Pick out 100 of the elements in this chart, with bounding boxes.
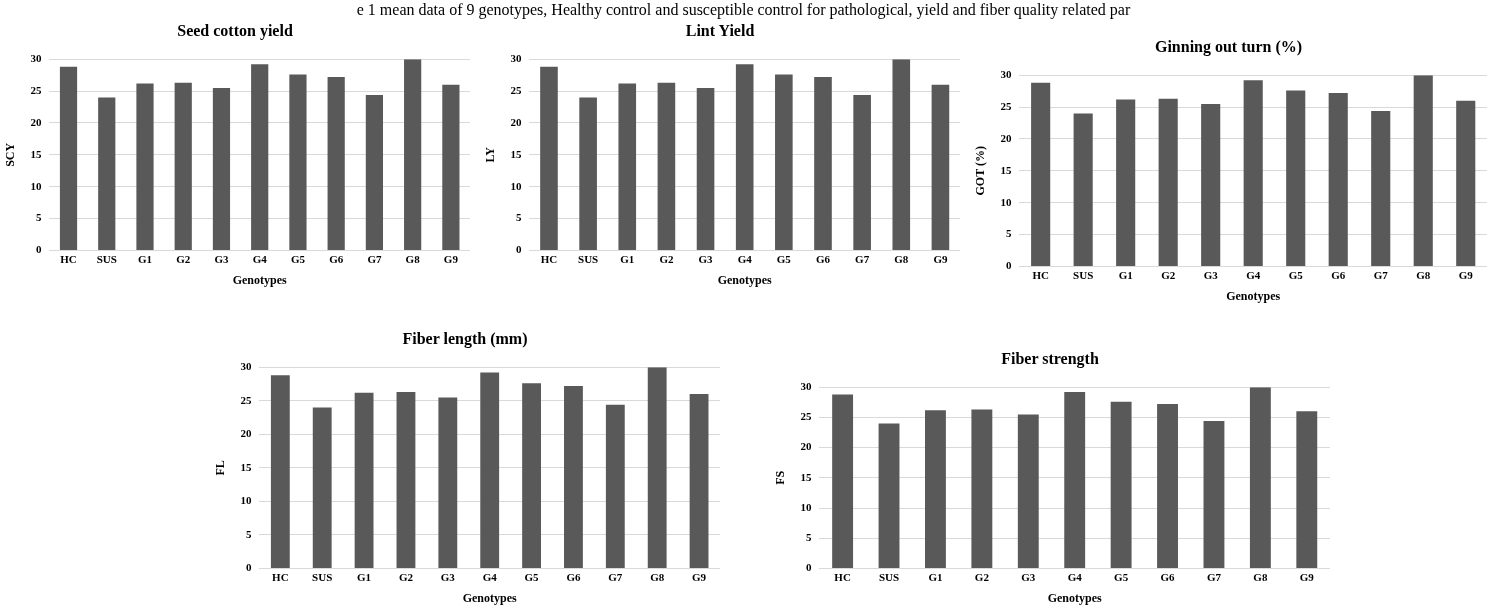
bar bbox=[1456, 100, 1476, 266]
x-tick-label: G3 bbox=[440, 570, 456, 583]
x-tick-label: G4 bbox=[737, 252, 753, 265]
x-tick-label: G6 bbox=[1160, 570, 1176, 583]
x-axis-title: Genotypes bbox=[1226, 288, 1281, 303]
y-tick-label: 0 bbox=[35, 243, 42, 256]
x-tick-label: G4 bbox=[482, 570, 498, 583]
bar bbox=[1328, 93, 1348, 266]
bar bbox=[404, 59, 422, 250]
x-tick-label: G7 bbox=[367, 252, 382, 265]
x-tick-label: G9 bbox=[1458, 268, 1474, 281]
y-tick-label: 30 bbox=[510, 52, 522, 65]
x-tick-label: G5 bbox=[1114, 570, 1129, 583]
bar bbox=[1116, 99, 1136, 266]
y-tick-label: 20 bbox=[30, 115, 42, 128]
x-tick-label: G1 bbox=[620, 252, 635, 265]
bar bbox=[696, 87, 715, 250]
bar bbox=[327, 77, 345, 250]
bar bbox=[1371, 110, 1391, 266]
x-tick-label: G7 bbox=[1373, 268, 1389, 281]
bar bbox=[312, 407, 332, 568]
y-tick-label: 20 bbox=[1000, 131, 1012, 144]
x-axis-title: Genotypes bbox=[1047, 590, 1103, 605]
bar bbox=[1413, 75, 1433, 266]
y-tick-label: 25 bbox=[240, 393, 252, 406]
x-tick-label: G7 bbox=[855, 252, 870, 265]
y-tick-label: 0 bbox=[245, 561, 252, 574]
bar bbox=[480, 372, 500, 568]
x-tick-label: HC bbox=[272, 570, 289, 583]
bar bbox=[1201, 103, 1221, 266]
x-tick-label: G8 bbox=[1416, 268, 1431, 281]
bar bbox=[775, 74, 793, 250]
bar bbox=[289, 74, 307, 250]
bar bbox=[931, 84, 950, 250]
y-axis-title: FS bbox=[773, 470, 788, 485]
bar bbox=[540, 66, 558, 250]
x-tick-label: G1 bbox=[137, 252, 153, 265]
bar bbox=[1157, 404, 1178, 568]
x-tick-label: G2 bbox=[659, 252, 674, 265]
y-tick-label: 15 bbox=[30, 147, 42, 160]
bar bbox=[925, 410, 946, 568]
y-tick-label: 15 bbox=[510, 147, 522, 160]
x-tick-label: G1 bbox=[357, 570, 372, 583]
x-tick-label: HC bbox=[540, 252, 558, 265]
bar bbox=[689, 394, 709, 568]
y-tick-label: 10 bbox=[510, 179, 522, 192]
x-tick-label: G3 bbox=[698, 252, 714, 265]
y-axis-title: FL bbox=[213, 460, 228, 476]
x-tick-label: G1 bbox=[1118, 268, 1133, 281]
bar bbox=[522, 383, 541, 568]
bar bbox=[1031, 82, 1051, 266]
x-tick-label: G2 bbox=[398, 570, 414, 583]
bar bbox=[1296, 411, 1318, 568]
x-tick-label: G6 bbox=[329, 252, 344, 265]
x-axis-title: Genotypes bbox=[717, 272, 773, 287]
chart-title: Fiber length (mm) bbox=[402, 329, 528, 348]
bar bbox=[564, 385, 583, 568]
x-tick-label: G9 bbox=[692, 570, 707, 583]
bar bbox=[1243, 80, 1263, 266]
x-tick-label: G9 bbox=[443, 252, 459, 265]
bar bbox=[878, 423, 900, 568]
x-tick-label: G7 bbox=[1206, 570, 1222, 583]
bar bbox=[136, 83, 154, 250]
bar bbox=[396, 392, 416, 568]
bar bbox=[438, 397, 458, 568]
x-tick-label: G4 bbox=[1067, 570, 1083, 583]
bar bbox=[1249, 387, 1271, 568]
x-tick-label: G4 bbox=[252, 252, 268, 265]
chart-title: Fiber strength bbox=[1001, 349, 1099, 368]
x-tick-label: G8 bbox=[650, 570, 665, 583]
y-tick-label: 15 bbox=[800, 470, 812, 483]
x-tick-label: G2 bbox=[176, 252, 191, 265]
y-axis-title: GOT (%) bbox=[973, 146, 988, 196]
y-tick-label: 20 bbox=[510, 115, 522, 128]
bar bbox=[618, 83, 637, 250]
x-tick-label: G7 bbox=[608, 570, 623, 583]
y-tick-label: 5 bbox=[245, 527, 252, 540]
x-tick-label: G2 bbox=[974, 570, 990, 583]
x-tick-label: G9 bbox=[933, 252, 948, 265]
bar bbox=[971, 409, 993, 568]
y-tick-label: 30 bbox=[1000, 68, 1012, 81]
text: e 1 mean data of 9 genotypes, Healthy control and susceptible control for pathological, yield and fiber quality related par bbox=[355, 0, 1132, 19]
x-tick-label: G5 bbox=[1288, 268, 1304, 281]
bar bbox=[365, 94, 384, 250]
x-tick-label: G1 bbox=[928, 570, 943, 583]
x-tick-label: SUS bbox=[578, 252, 599, 265]
y-tick-label: 25 bbox=[30, 83, 42, 96]
chart-title: Seed cotton yield bbox=[177, 21, 293, 40]
y-tick-label: 5 bbox=[805, 531, 812, 544]
bar bbox=[1017, 414, 1039, 568]
bar bbox=[579, 97, 597, 250]
y-tick-label: 20 bbox=[240, 427, 252, 440]
y-tick-label: 10 bbox=[240, 494, 252, 507]
y-tick-label: 25 bbox=[510, 83, 522, 96]
chart-title: Lint Yield bbox=[685, 21, 755, 39]
bar bbox=[1073, 113, 1093, 266]
y-tick-label: 10 bbox=[800, 500, 812, 513]
bar bbox=[814, 77, 832, 250]
x-tick-label: HC bbox=[834, 570, 851, 583]
y-tick-label: 0 bbox=[805, 561, 812, 574]
